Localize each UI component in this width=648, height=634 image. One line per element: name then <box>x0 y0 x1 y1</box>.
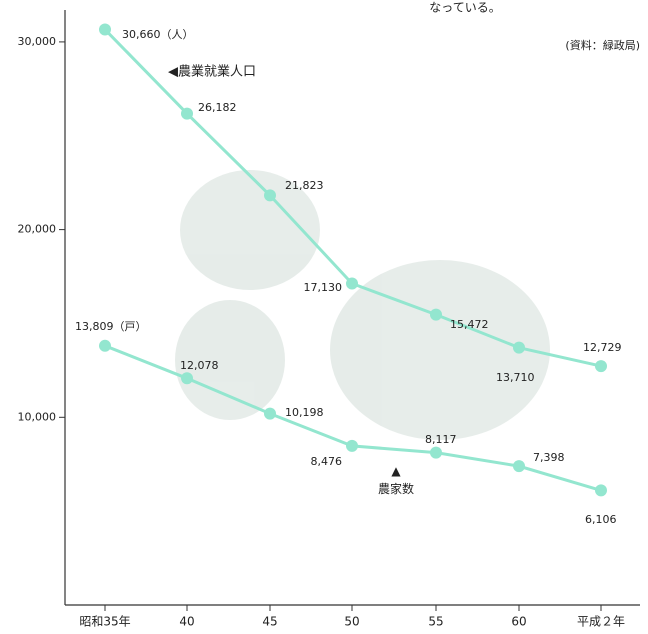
value-label: 21,823 <box>285 179 324 192</box>
value-label: 30,660（人） <box>122 28 194 41</box>
point <box>430 308 442 321</box>
annotation: なっている。 <box>429 1 500 15</box>
point <box>346 277 358 290</box>
x-tick-label: 60 <box>511 615 526 629</box>
value-label: 13,710 <box>496 371 535 384</box>
value-label: 13,809（戸） <box>75 320 147 333</box>
y-tick-label: 30,000 <box>18 35 57 48</box>
legend-label: ◀農業就業人口 <box>168 64 256 80</box>
point <box>181 372 193 385</box>
point <box>595 484 607 497</box>
value-label: 6,106 <box>585 513 617 526</box>
value-label: 10,198 <box>285 406 324 419</box>
value-label: 7,398 <box>533 451 565 464</box>
y-tick-label: 10,000 <box>18 410 57 423</box>
background-art <box>175 170 550 440</box>
x-tick-label: 40 <box>179 615 194 629</box>
point <box>595 360 607 373</box>
value-label: 8,476 <box>311 455 343 468</box>
value-label: 15,472 <box>450 318 489 331</box>
point <box>181 107 193 120</box>
point <box>99 339 111 352</box>
point <box>513 341 525 354</box>
value-label: 17,130 <box>304 281 343 294</box>
legend-label: ▲農家数 <box>378 464 414 496</box>
point <box>99 23 111 36</box>
value-label: 12,078 <box>180 359 219 372</box>
x-tick-label: 昭和35年 <box>79 615 130 629</box>
point <box>346 439 358 452</box>
point <box>513 460 525 473</box>
x-tick-label: 55 <box>428 615 443 629</box>
x-tick-label: 50 <box>344 615 359 629</box>
x-tick-label: 平成２年 <box>577 615 625 629</box>
value-label: 12,729 <box>583 341 622 354</box>
point <box>264 189 276 202</box>
point <box>430 446 442 459</box>
value-label: 26,182 <box>198 101 237 114</box>
point <box>264 407 276 420</box>
x-tick-label: 45 <box>262 615 277 629</box>
y-tick-label: 20,000 <box>18 223 57 236</box>
source-note: (資料：緑政局) <box>565 38 640 52</box>
value-label: 8,117 <box>425 433 457 446</box>
